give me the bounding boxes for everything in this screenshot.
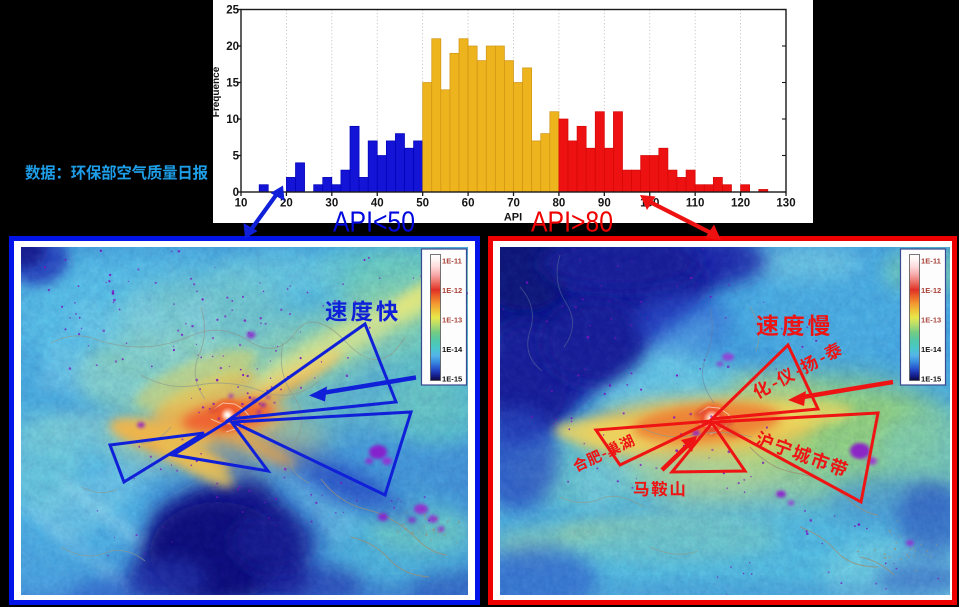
svg-text:80: 80 <box>553 198 566 210</box>
svg-text:1E-14: 1E-14 <box>921 345 942 354</box>
svg-text:1E-11: 1E-11 <box>442 257 463 266</box>
svg-text:100: 100 <box>640 198 659 210</box>
svg-text:15: 15 <box>226 78 239 90</box>
svg-text:130: 130 <box>776 198 795 210</box>
svg-text:1E-11: 1E-11 <box>921 257 942 266</box>
svg-text:1E-12: 1E-12 <box>442 286 462 295</box>
svg-text:120: 120 <box>731 198 750 210</box>
svg-text:10: 10 <box>226 114 239 126</box>
svg-text:90: 90 <box>598 198 611 210</box>
svg-text:10: 10 <box>235 198 248 210</box>
svg-text:1E-13: 1E-13 <box>921 316 941 325</box>
svg-text:50: 50 <box>416 198 429 210</box>
svg-text:20: 20 <box>226 41 239 53</box>
svg-text:Frequence: Frequence <box>213 66 222 117</box>
svg-text:API: API <box>504 212 522 224</box>
svg-text:1E-13: 1E-13 <box>442 316 462 325</box>
svg-text:1E-15: 1E-15 <box>921 375 942 384</box>
svg-text:110: 110 <box>686 198 705 210</box>
svg-text:30: 30 <box>325 198 338 210</box>
svg-text:1E-12: 1E-12 <box>921 286 941 295</box>
svg-text:0: 0 <box>233 187 239 199</box>
svg-text:1E-14: 1E-14 <box>442 345 463 354</box>
svg-text:40: 40 <box>371 198 384 210</box>
svg-text:1E-15: 1E-15 <box>442 375 463 384</box>
svg-text:5: 5 <box>233 151 240 163</box>
svg-text:60: 60 <box>462 198 475 210</box>
svg-text:20: 20 <box>280 198 293 210</box>
svg-text:70: 70 <box>507 198 520 210</box>
svg-text:25: 25 <box>226 5 239 17</box>
